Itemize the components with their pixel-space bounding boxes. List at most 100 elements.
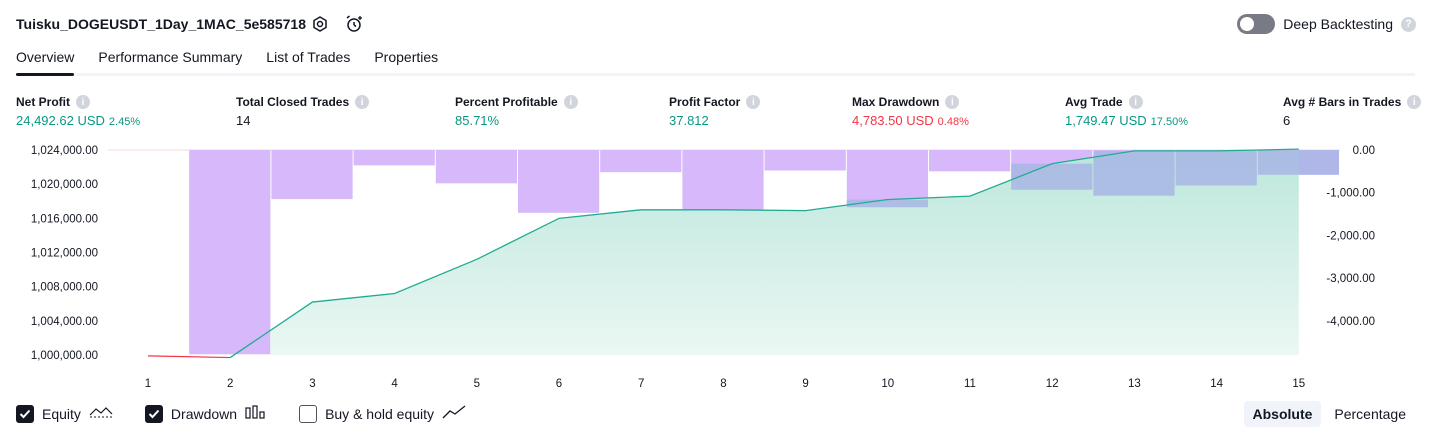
metric-avg-trade: Avg Trade i 1,749.47 USD 17.50% bbox=[1065, 94, 1188, 128]
info-icon[interactable]: i bbox=[563, 95, 578, 109]
drawdown-bar bbox=[518, 150, 600, 213]
equity-checkbox[interactable] bbox=[16, 404, 34, 423]
drawdown-bar bbox=[929, 150, 1011, 172]
deep-backtesting-toggle[interactable] bbox=[1237, 14, 1276, 34]
drawdown-label: Drawdown bbox=[170, 405, 238, 422]
equity-drawdown-chart: 1,024,000.00 1,020,000.00 1,016,000.00 1,01… bbox=[0, 140, 1431, 398]
x-axis-tick-label: 11 bbox=[964, 378, 976, 390]
drawdown-bar bbox=[435, 150, 517, 184]
equity-line bbox=[229, 148, 1299, 359]
metric-percent: 17.50% bbox=[1150, 116, 1188, 128]
right-axis-tick-label: -3,000.00 bbox=[1326, 273, 1375, 285]
tab-performance-summary[interactable]: Performance Summary bbox=[98, 49, 243, 65]
left-axis-tick-label: 1,012,000.00 bbox=[31, 248, 98, 260]
absolute-button[interactable]: Absolute bbox=[1243, 401, 1322, 427]
add-alert-icon[interactable] bbox=[344, 14, 364, 34]
x-axis-tick-label: 12 bbox=[1046, 378, 1059, 390]
right-axis-tick-label: -4,000.00 bbox=[1326, 316, 1375, 328]
drawdown-checkbox[interactable] bbox=[144, 404, 163, 423]
equity-area bbox=[270, 149, 1299, 355]
metric-value: 14 bbox=[236, 113, 251, 128]
legend-buy-hold[interactable]: Buy & hold equity bbox=[299, 404, 466, 423]
x-axis-tick-label: 14 bbox=[1210, 378, 1223, 390]
drawdown-overlap bbox=[1257, 150, 1339, 175]
tab-properties[interactable]: Properties bbox=[374, 49, 439, 65]
x-axis-tick-label: 9 bbox=[802, 378, 808, 390]
x-axis-tick-label: 5 bbox=[474, 378, 480, 390]
legend-drawdown[interactable]: Drawdown bbox=[144, 404, 267, 423]
left-axis-tick-label: 1,008,000.00 bbox=[31, 282, 98, 294]
left-axis-tick-label: 1,016,000.00 bbox=[31, 213, 98, 225]
deep-backtesting-label: Deep Backtesting bbox=[1283, 16, 1393, 32]
metric-value: 24,492.62 USD bbox=[16, 113, 105, 128]
tab-list-of-trades[interactable]: List of Trades bbox=[266, 49, 351, 65]
drawdown-bar bbox=[189, 150, 271, 355]
drawdown-overlap bbox=[846, 199, 928, 208]
info-icon[interactable]: i bbox=[1128, 95, 1143, 109]
info-icon[interactable]: i bbox=[746, 95, 761, 109]
x-axis-tick-label: 10 bbox=[881, 378, 894, 390]
metric-value: 1,749.47 USD bbox=[1065, 113, 1147, 128]
x-axis-tick-label: 4 bbox=[391, 378, 398, 390]
buy-hold-checkbox[interactable] bbox=[299, 404, 318, 423]
equity-initial-segment bbox=[147, 355, 231, 359]
metric-percent: 2.45% bbox=[108, 116, 141, 128]
metric-percent-profitable: Percent Profitable i 85.71% bbox=[455, 94, 578, 128]
percentage-button[interactable]: Percentage bbox=[1334, 406, 1406, 422]
right-axis-tick-label: -1,000.00 bbox=[1326, 188, 1375, 200]
legend-equity[interactable]: Equity bbox=[16, 404, 113, 423]
metric-max-drawdown: Max Drawdown i 4,783.50 USD 0.48% bbox=[852, 94, 969, 128]
metric-profit-factor: Profit Factor i 37.812 bbox=[669, 94, 761, 128]
report-tabs: Overview Performance Summary List of Tra… bbox=[16, 46, 1415, 76]
left-axis-tick-label: 1,024,000.00 bbox=[31, 145, 98, 157]
info-icon[interactable]: i bbox=[1407, 95, 1422, 109]
x-axis-tick-label: 2 bbox=[227, 378, 233, 390]
x-axis-tick-label: 8 bbox=[720, 378, 726, 390]
deep-backtesting-control: Deep Backtesting ? bbox=[1237, 14, 1416, 34]
left-axis-tick-label: 1,004,000.00 bbox=[31, 316, 98, 328]
drawdown-overlap bbox=[1093, 150, 1175, 196]
buy-hold-line-icon bbox=[442, 404, 466, 423]
metric-label: Percent Profitable bbox=[455, 95, 558, 109]
drawdown-bar bbox=[353, 150, 435, 166]
chart-svg: 1,024,000.00 1,020,000.00 1,016,000.00 1,01… bbox=[31, 145, 1375, 390]
right-axis-tick-label: 0.00 bbox=[1353, 145, 1375, 157]
drawdown-bar bbox=[600, 150, 682, 173]
metric-total-closed-trades: Total Closed Trades i 14 bbox=[236, 94, 370, 128]
report-header: Tuisku_DOGEUSDT_1Day_1MAC_5e585718 Deep … bbox=[16, 12, 1416, 38]
x-axis-tick-label: 13 bbox=[1128, 378, 1141, 390]
settings-icon[interactable] bbox=[310, 14, 330, 34]
metric-percent: 0.48% bbox=[937, 116, 969, 128]
help-icon[interactable]: ? bbox=[1401, 16, 1416, 32]
value-mode-switch: Absolute Percentage bbox=[1243, 401, 1416, 427]
metric-value: 4,783.50 USD bbox=[852, 113, 934, 128]
toggle-knob bbox=[1240, 17, 1255, 31]
drawdown-bar bbox=[271, 150, 353, 200]
drawdown-overlap bbox=[1175, 150, 1257, 186]
drawdown-overlap bbox=[1011, 163, 1093, 190]
tab-overview[interactable]: Overview bbox=[16, 46, 75, 76]
metric-value: 6 bbox=[1283, 113, 1291, 128]
metric-label: Profit Factor bbox=[669, 95, 741, 109]
metric-label: Max Drawdown bbox=[852, 95, 940, 109]
info-icon[interactable]: i bbox=[355, 95, 370, 109]
x-axis-tick-label: 1 bbox=[145, 378, 151, 390]
metric-value: 37.812 bbox=[669, 113, 709, 128]
x-axis-tick-label: 7 bbox=[638, 378, 644, 390]
info-icon[interactable]: i bbox=[945, 95, 960, 109]
metric-label: Avg # Bars in Trades bbox=[1283, 95, 1402, 109]
chart-legend: Equity Drawdown Buy & hold equity bbox=[16, 404, 498, 423]
metric-net-profit: Net Profit i 24,492.62 USD 2.45% bbox=[16, 94, 140, 128]
right-axis-tick-label: -2,000.00 bbox=[1326, 230, 1375, 242]
metric-avg-bars-in-trades: Avg # Bars in Trades i 6 bbox=[1283, 94, 1422, 128]
drawdown-bars-icon bbox=[245, 404, 267, 423]
metric-label: Total Closed Trades bbox=[236, 95, 350, 109]
drawdown-bar bbox=[846, 150, 928, 208]
buy-hold-label: Buy & hold equity bbox=[325, 405, 435, 422]
x-axis-tick-label: 15 bbox=[1292, 378, 1305, 390]
info-icon[interactable]: i bbox=[76, 95, 90, 109]
drawdown-bar bbox=[682, 150, 764, 211]
left-axis-tick-label: 1,000,000.00 bbox=[31, 350, 98, 362]
equity-line-icon bbox=[89, 404, 113, 423]
metric-label: Net Profit bbox=[16, 95, 70, 109]
